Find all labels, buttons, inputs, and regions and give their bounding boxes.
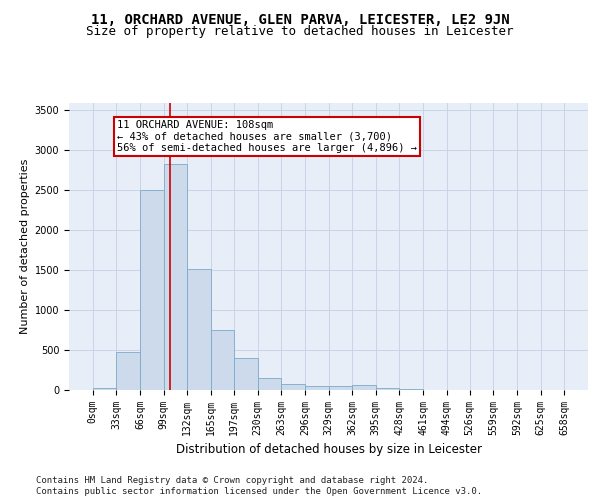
Text: Size of property relative to detached houses in Leicester: Size of property relative to detached ho…: [86, 25, 514, 38]
Bar: [116, 352, 140, 390]
Bar: [376, 388, 400, 390]
Bar: [281, 384, 305, 390]
Bar: [305, 386, 329, 390]
Text: Contains HM Land Registry data © Crown copyright and database right 2024.: Contains HM Land Registry data © Crown c…: [36, 476, 428, 485]
Bar: [329, 386, 352, 390]
Bar: [234, 358, 257, 390]
Bar: [164, 164, 187, 390]
Text: Contains public sector information licensed under the Open Government Licence v3: Contains public sector information licen…: [36, 487, 482, 496]
Bar: [400, 389, 423, 390]
Bar: [352, 385, 376, 390]
Bar: [92, 388, 116, 390]
Text: 11 ORCHARD AVENUE: 108sqm
← 43% of detached houses are smaller (3,700)
56% of se: 11 ORCHARD AVENUE: 108sqm ← 43% of detac…: [117, 120, 417, 154]
Bar: [187, 268, 211, 390]
Text: 11, ORCHARD AVENUE, GLEN PARVA, LEICESTER, LE2 9JN: 11, ORCHARD AVENUE, GLEN PARVA, LEICESTE…: [91, 12, 509, 26]
Bar: [257, 378, 281, 390]
X-axis label: Distribution of detached houses by size in Leicester: Distribution of detached houses by size …: [176, 444, 482, 456]
Y-axis label: Number of detached properties: Number of detached properties: [20, 158, 31, 334]
Bar: [211, 330, 234, 390]
Bar: [140, 190, 164, 390]
